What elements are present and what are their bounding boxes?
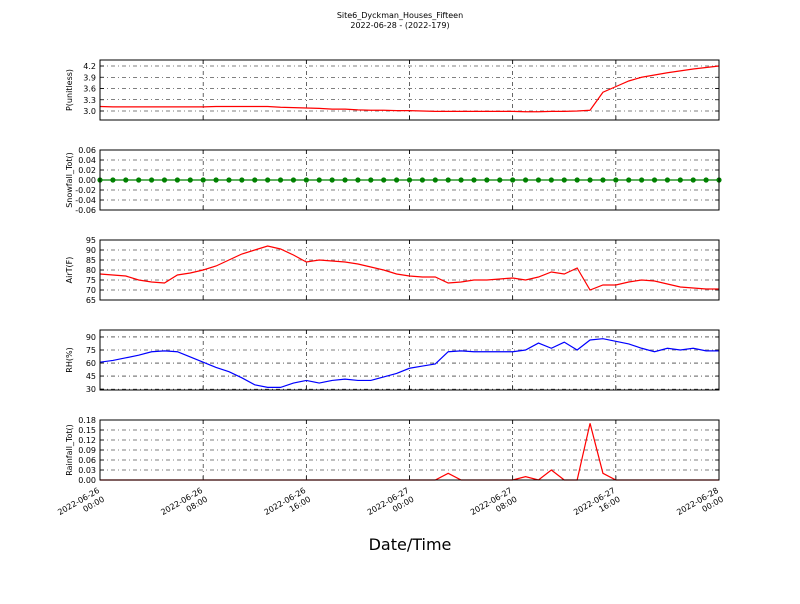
data-point [174, 177, 180, 183]
chart-subtitle: 2022-06-28 - (2022-179) [350, 21, 449, 30]
data-point [445, 177, 451, 183]
data-point [342, 177, 348, 183]
y-tick-label: 80 [86, 266, 96, 275]
data-point [148, 177, 155, 183]
data-point [522, 177, 529, 183]
data-point [677, 177, 683, 183]
plot-frame [99, 419, 720, 481]
y-tick-label: -0.06 [75, 206, 96, 215]
data-point [368, 177, 374, 183]
data-point [690, 177, 696, 183]
data-point [200, 177, 206, 183]
x-axis-label: Date/Time [369, 535, 452, 554]
y-tick-label: 30 [86, 385, 96, 394]
data-point [277, 177, 284, 183]
y-tick-label: 3.9 [83, 73, 96, 82]
data-point [639, 177, 645, 183]
y-tick-label: 3.3 [83, 96, 96, 105]
data-point [432, 177, 438, 183]
y-tick-label: 0.02 [78, 166, 96, 175]
y-tick-label: 0.03 [78, 466, 96, 475]
y-tick-label: 0.06 [78, 456, 96, 465]
data-point [355, 177, 361, 183]
y-tick-label: -0.04 [75, 196, 96, 205]
y-axis-label: P(unitless) [65, 69, 74, 111]
data-point [471, 177, 477, 183]
data-point [187, 177, 193, 183]
data-point [626, 177, 632, 183]
data-point [252, 177, 258, 183]
data-line [99, 65, 720, 113]
y-tick-label: 4.2 [83, 62, 96, 71]
y-axis-label: RH(%) [65, 347, 74, 372]
data-point [458, 177, 464, 183]
data-point [651, 177, 658, 183]
data-point [497, 177, 503, 183]
data-point [213, 177, 219, 183]
y-tick-label: 65 [86, 296, 96, 305]
data-point [136, 177, 142, 183]
data-point [226, 177, 232, 183]
data-point [419, 177, 425, 183]
data-point [161, 177, 168, 183]
data-point [664, 177, 671, 183]
y-axis-label: AirT(F) [65, 257, 74, 284]
y-tick-label: 95 [86, 236, 96, 245]
data-point [316, 177, 322, 183]
data-point [303, 177, 309, 183]
y-tick-label: 75 [86, 276, 96, 285]
chart-title: Site6_Dyckman_Houses_Fifteen [337, 11, 463, 20]
data-point [110, 177, 116, 183]
y-axis-label: Rainfall_Tot() [65, 424, 74, 476]
plot-frame [99, 329, 720, 391]
y-tick-label: 0.18 [78, 416, 96, 425]
y-tick-label: 0.04 [78, 156, 96, 165]
y-tick-label: 90 [86, 333, 96, 342]
data-point [613, 177, 619, 183]
data-point [587, 177, 593, 183]
y-tick-label: 3.6 [83, 85, 96, 94]
data-point [484, 177, 490, 183]
data-point [290, 177, 297, 183]
data-point [703, 177, 709, 183]
data-point [381, 177, 387, 183]
data-point [535, 177, 542, 183]
y-tick-label: 0.06 [78, 146, 96, 155]
y-tick-label: 0.00 [78, 476, 96, 485]
data-point [406, 177, 413, 183]
y-tick-label: 0.12 [78, 436, 96, 445]
y-tick-label: 0.00 [78, 176, 96, 185]
plot-frame [99, 149, 720, 211]
y-tick-label: -0.02 [75, 186, 96, 195]
data-point [123, 177, 129, 183]
data-point [561, 177, 567, 183]
data-line [99, 338, 719, 388]
y-tick-label: 0.15 [78, 426, 96, 435]
data-point [600, 177, 606, 183]
data-point [329, 177, 335, 183]
data-point [510, 177, 516, 183]
y-tick-label: 0.09 [78, 446, 96, 455]
data-point [574, 177, 580, 183]
y-tick-label: 60 [86, 359, 96, 368]
y-tick-label: 3.0 [83, 107, 96, 116]
data-line [99, 245, 719, 291]
y-axis-label: Snowfall_Tot() [65, 152, 74, 208]
data-point [394, 177, 400, 183]
plot-frame [99, 239, 720, 301]
y-tick-label: 90 [86, 246, 96, 255]
y-tick-label: 45 [86, 372, 96, 381]
y-tick-label: 75 [86, 346, 96, 355]
data-point [548, 177, 554, 183]
y-tick-label: 85 [86, 256, 96, 265]
y-tick-label: 70 [86, 286, 96, 295]
plot-frame [99, 59, 720, 121]
data-point [239, 177, 245, 183]
data-point [265, 177, 271, 183]
